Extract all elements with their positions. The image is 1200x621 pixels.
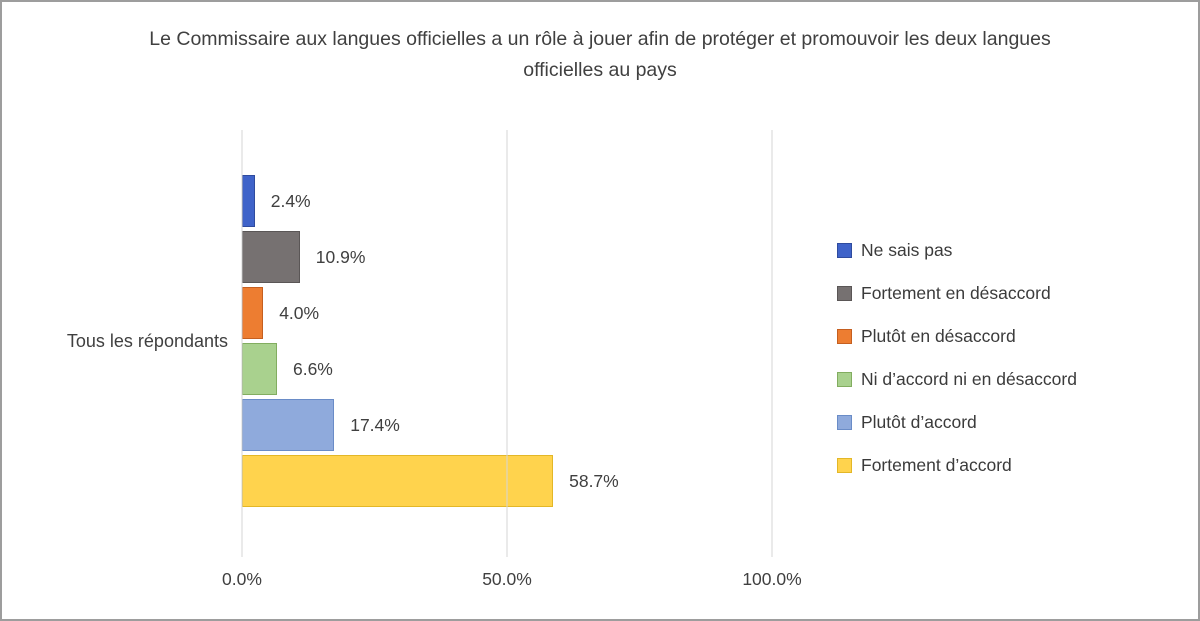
- legend-label: Plutôt en désaccord: [861, 326, 1016, 346]
- bar-row: 6.6%: [242, 343, 772, 395]
- legend-swatch: [837, 415, 852, 430]
- gridline: [241, 130, 243, 557]
- legend-swatch: [837, 329, 852, 344]
- legend-item: Ne sais pas: [837, 240, 1077, 261]
- legend-label: Fortement en désaccord: [861, 283, 1051, 303]
- legend-label: Plutôt d’accord: [861, 412, 977, 432]
- legend-item: Plutôt d’accord: [837, 412, 1077, 433]
- y-axis-category-label: Tous les répondants: [66, 331, 228, 351]
- data-label: 10.9%: [315, 246, 366, 267]
- legend-item: Plutôt en désaccord: [837, 326, 1077, 347]
- x-axis: 0.0% 50.0% 100.0%: [222, 569, 802, 593]
- bar-row: 10.9%: [242, 231, 772, 283]
- x-axis-tick-label: 50.0%: [482, 569, 532, 589]
- bar-row: 17.4%: [242, 399, 772, 451]
- legend-label: Ne sais pas: [861, 240, 953, 260]
- bar: [242, 175, 255, 227]
- bar: [242, 287, 264, 339]
- legend-swatch: [837, 372, 852, 387]
- data-label: 4.0%: [279, 302, 320, 323]
- data-label: 2.4%: [270, 190, 311, 211]
- legend-item: Fortement d’accord: [837, 455, 1077, 476]
- data-label: 6.6%: [292, 358, 333, 379]
- data-label: 58.7%: [569, 470, 619, 491]
- bar-row: 58.7%: [242, 455, 772, 507]
- legend-swatch: [837, 286, 852, 301]
- gridline: [506, 130, 508, 557]
- legend-label: Ni d’accord ni en désaccord: [861, 369, 1077, 389]
- bars-group: 2.4% 10.9% 4.0% 6.6% 17.4% 58.7%: [242, 175, 772, 507]
- legend-label: Fortement d’accord: [861, 455, 1012, 475]
- legend-swatch: [837, 243, 852, 258]
- chart-title: Le Commissaire aux langues officielles a…: [149, 28, 1051, 82]
- bar: [242, 343, 277, 395]
- x-axis-tick-label: 100.0%: [742, 569, 802, 589]
- data-label: 17.4%: [350, 414, 400, 435]
- bar-row: 2.4%: [242, 175, 772, 227]
- bar: [242, 399, 335, 451]
- legend-item: Fortement en désaccord: [837, 283, 1077, 304]
- x-axis-tick-label: 0.0%: [222, 569, 262, 589]
- legend: Ne sais pas Fortement en désaccord Plutôt …: [837, 240, 1077, 476]
- bar: [242, 231, 300, 283]
- bar: [242, 455, 554, 507]
- plot-area: 2.4% 10.9% 4.0% 6.6% 17.4% 58.7%: [241, 130, 773, 557]
- legend-item: Ni d’accord ni en désaccord: [837, 369, 1077, 390]
- gridline: [771, 130, 773, 557]
- bar-row: 4.0%: [242, 287, 772, 339]
- legend-swatch: [837, 458, 852, 473]
